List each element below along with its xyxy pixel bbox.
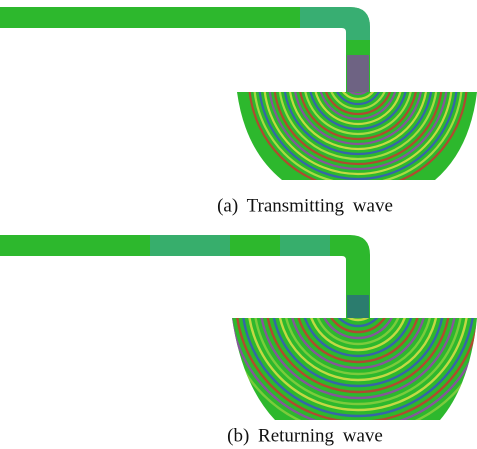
caption: (a) Transmitting wave	[217, 195, 393, 216]
panel-a: (a) Transmitting wave	[0, 0, 477, 216]
caption: (b) Returning wave	[227, 425, 383, 446]
throat-waves	[347, 55, 369, 92]
tip-shading	[300, 7, 370, 40]
throat-waves	[347, 295, 369, 318]
page: (a) Transmitting wave (b) Returning wave…	[0, 0, 477, 449]
figure: (a) Transmitting wave (b) Returning wave	[0, 0, 477, 449]
